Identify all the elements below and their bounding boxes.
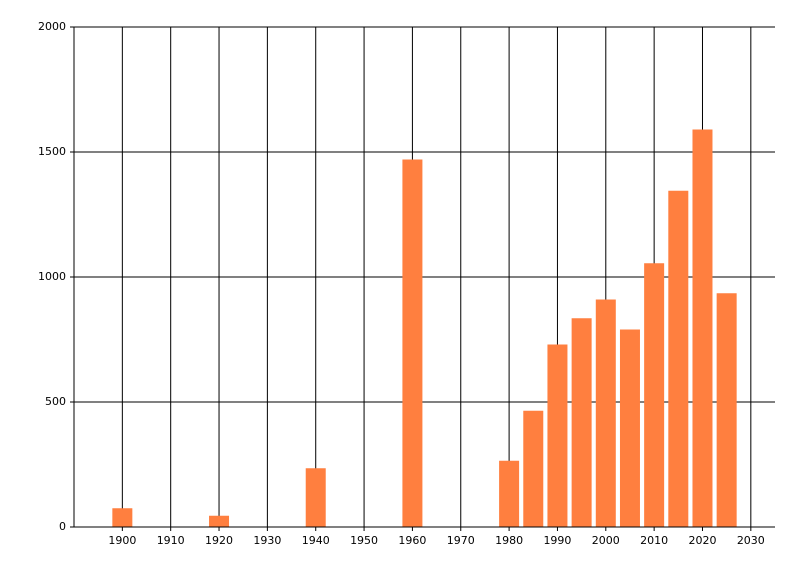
- bar: [668, 190, 689, 527]
- x-tick-label: 1940: [302, 534, 330, 547]
- bar: [571, 318, 592, 527]
- bar: [402, 159, 423, 527]
- bar: [595, 299, 616, 527]
- bar: [692, 129, 713, 527]
- x-tick-label: 1950: [350, 534, 378, 547]
- x-tick-label: 2030: [737, 534, 765, 547]
- bar: [716, 293, 737, 527]
- x-tick-label: 1910: [157, 534, 185, 547]
- x-tick-label: 1980: [495, 534, 523, 547]
- x-tick-label: 1900: [108, 534, 136, 547]
- y-tick-label: 1500: [38, 145, 66, 158]
- x-tick-label: 2010: [640, 534, 668, 547]
- x-tick-label: 2020: [688, 534, 716, 547]
- x-tick-label: 1960: [398, 534, 426, 547]
- x-tick-label: 1930: [253, 534, 281, 547]
- x-tick-label: 1920: [205, 534, 233, 547]
- bar: [644, 263, 665, 527]
- bar: [209, 515, 230, 527]
- bar: [499, 460, 520, 527]
- y-tick-label: 1000: [38, 270, 66, 283]
- x-tick-label: 2000: [592, 534, 620, 547]
- bar: [547, 344, 568, 527]
- bar: [619, 329, 640, 527]
- bar: [523, 410, 544, 527]
- y-tick-label: 500: [45, 395, 66, 408]
- x-tick-label: 1990: [543, 534, 571, 547]
- y-tick-label: 2000: [38, 20, 66, 33]
- bar: [112, 508, 133, 527]
- y-tick-label: 0: [59, 520, 66, 533]
- x-tick-label: 1970: [447, 534, 475, 547]
- bar: [305, 468, 326, 527]
